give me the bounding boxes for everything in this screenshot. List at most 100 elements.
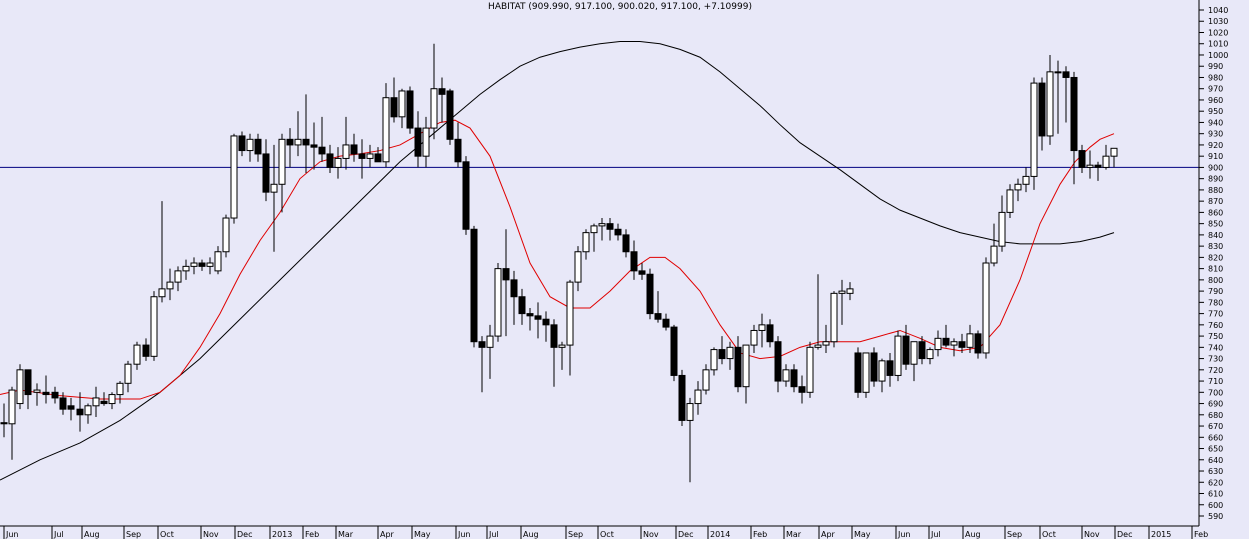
candle-body-up <box>990 245 998 264</box>
y-tick-label: 770 <box>1208 310 1223 319</box>
x-tick-label: Nov <box>203 530 219 539</box>
candle <box>542 311 550 342</box>
x-tick-label: Dec <box>237 530 252 539</box>
candle-body-down <box>526 313 534 317</box>
candle <box>462 156 470 235</box>
candle-body-down <box>502 268 510 281</box>
candle <box>654 291 662 323</box>
candle <box>398 88 406 129</box>
candle-body-up <box>830 292 838 343</box>
candle <box>166 268 174 301</box>
x-tick-label: Jun <box>457 530 471 539</box>
candle <box>534 302 542 339</box>
candle <box>902 324 910 370</box>
candle-body-up <box>894 335 902 376</box>
candle <box>1046 54 1054 145</box>
candle <box>846 282 854 301</box>
candle-body-down <box>350 144 358 155</box>
candle-body-down <box>1038 82 1046 137</box>
candle <box>84 403 92 424</box>
candle <box>76 392 84 432</box>
y-tick-label: 940 <box>1208 118 1223 127</box>
x-tick-label: Nov <box>1084 530 1100 539</box>
candle <box>1022 167 1030 193</box>
candle <box>950 338 958 357</box>
y-tick-label: 960 <box>1208 96 1223 105</box>
candle <box>382 83 390 168</box>
y-tick-label: 990 <box>1208 62 1223 71</box>
x-tick-label: Sep <box>568 530 583 539</box>
candle <box>966 324 974 353</box>
candle-body-up <box>246 138 254 152</box>
candle-body-up <box>342 144 350 159</box>
candle-body-up <box>382 97 390 163</box>
y-tick-label: 1000 <box>1208 51 1228 60</box>
candle-body-down <box>798 386 806 393</box>
candle <box>100 392 108 406</box>
candle <box>726 341 734 370</box>
candlestick-series <box>0 43 1118 483</box>
candle-body-up <box>782 369 790 382</box>
candle-body-up <box>926 349 934 360</box>
candle-body-down <box>478 341 486 348</box>
candle-body-down <box>774 341 782 382</box>
candle <box>526 307 534 331</box>
y-tick-label: 810 <box>1208 265 1223 274</box>
candle <box>702 364 710 395</box>
candle <box>638 263 646 280</box>
x-axis-ticks: Jun Jul Aug Sep Oct Nov Dec 2013 Feb Mar Apr May Jun… <box>3 526 1208 539</box>
candle <box>926 347 934 365</box>
candle <box>990 223 998 267</box>
candle-body-up <box>822 341 830 346</box>
candle-body-down <box>734 346 742 388</box>
candle-body-up <box>878 360 886 382</box>
x-tick-label: Oct <box>1042 530 1056 539</box>
x-tick-label: Apr <box>380 530 395 539</box>
candle <box>1054 60 1062 134</box>
y-tick-label: 700 <box>1208 388 1223 397</box>
candle <box>782 364 790 387</box>
candle <box>326 144 334 174</box>
candle <box>358 139 366 179</box>
short-moving-average-line <box>0 119 1115 400</box>
candle-body-down <box>262 153 270 193</box>
candle-body-up <box>84 405 92 416</box>
candle-body-down <box>670 326 678 376</box>
candle-body-up <box>8 389 16 425</box>
candle <box>214 246 222 275</box>
y-tick-label: 740 <box>1208 343 1223 352</box>
candle <box>750 324 758 353</box>
candle-body-down <box>662 318 670 328</box>
candle <box>1062 66 1070 123</box>
candle <box>366 144 374 168</box>
candle-body-down <box>470 228 478 343</box>
candle <box>974 330 982 359</box>
candle <box>590 223 598 252</box>
x-tick-label: Sep <box>126 530 141 539</box>
x-tick-label: Aug <box>84 530 100 539</box>
candle-body-up <box>166 281 174 290</box>
candle-body-down <box>542 318 550 326</box>
candle <box>133 341 141 370</box>
candle <box>142 338 150 361</box>
candle-body-up <box>206 262 214 267</box>
candle-body-down <box>142 344 150 357</box>
candle-body-up <box>174 270 182 283</box>
candle <box>830 291 838 348</box>
candle <box>8 386 16 460</box>
candle <box>1094 161 1102 181</box>
candle-body-down <box>622 234 630 253</box>
candle-body-up <box>998 211 1006 247</box>
candle-body-up <box>230 135 238 219</box>
candle-body-up <box>598 223 606 227</box>
candle <box>124 360 132 393</box>
candle <box>910 341 918 382</box>
candle <box>350 133 358 162</box>
y-tick-label: 950 <box>1208 107 1223 116</box>
candle <box>1078 144 1086 174</box>
candle-body-up <box>33 389 41 393</box>
candle <box>574 246 582 292</box>
candle-body-up <box>1054 71 1062 74</box>
candle-body-up <box>558 344 566 348</box>
candle-body-down <box>24 369 32 396</box>
